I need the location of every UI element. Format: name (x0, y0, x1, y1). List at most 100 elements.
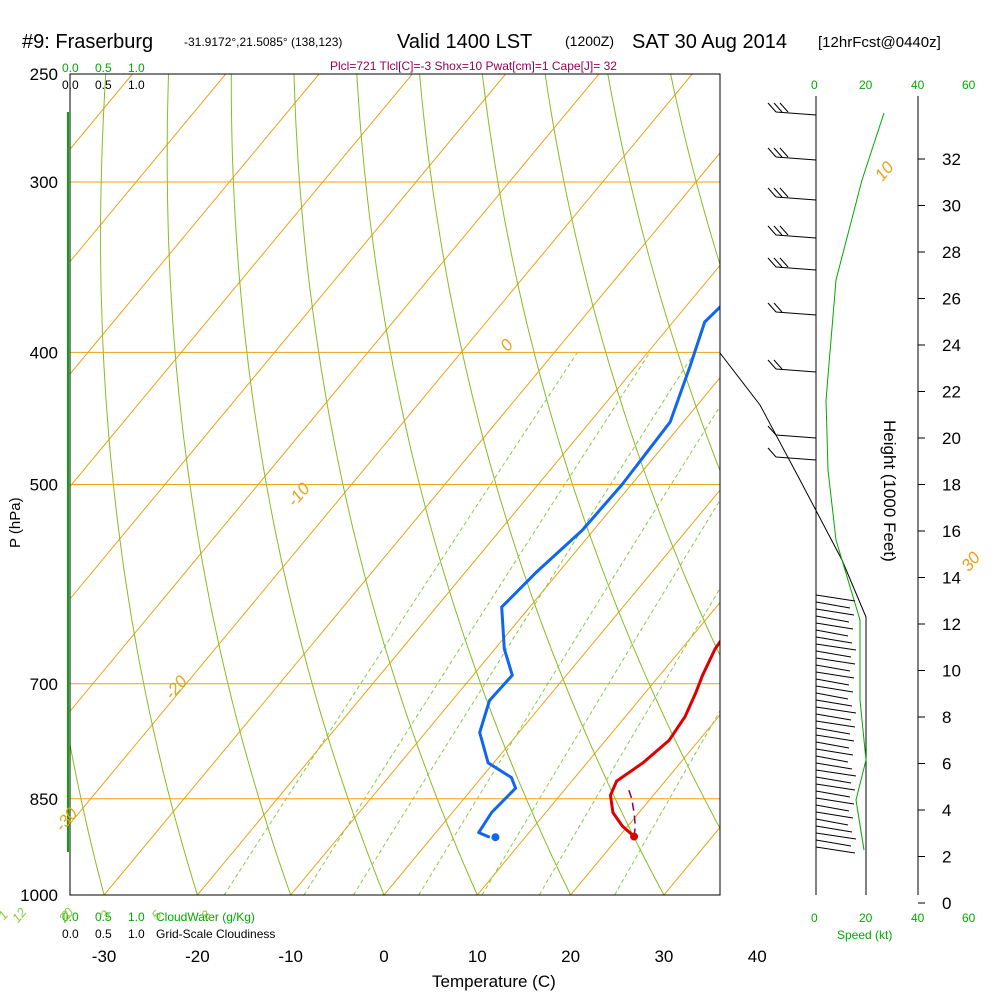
wind-barb-flag (767, 102, 777, 113)
wind-barb-flag (779, 102, 789, 113)
cloudwater-tick: 0.5 (95, 61, 112, 75)
dry-adiabat-line (70, 741, 105, 895)
parcel-path-line (626, 785, 637, 837)
wind-barb (775, 266, 817, 271)
dry-adiabat-line (293, 74, 478, 895)
cloudwater-tick: 0.0 (62, 61, 79, 75)
temperature-tick-label: 10 (468, 947, 487, 966)
cloudwater-tick: 1.0 (128, 61, 145, 75)
wind-barb (775, 111, 817, 116)
cloudwater-scale-top: 0.0 0.5 1.0 0.0 0.5 1.0 (62, 61, 145, 92)
temperature-tick-label: -30 (92, 947, 117, 966)
height-tick-label: 16 (942, 522, 961, 541)
dry-adiabat-line (544, 74, 720, 657)
wind-barb-flag (773, 225, 783, 236)
wind-barb-flag (767, 257, 777, 268)
wind-barb (815, 825, 853, 833)
plot-frame (69, 73, 721, 896)
dry-adiabat-line (419, 74, 665, 895)
temperature-tick-label: -20 (185, 947, 210, 966)
dry-adiabat-line (481, 74, 720, 830)
wind-barb-flag (779, 257, 789, 268)
isotherm-line (383, 489, 720, 895)
height-tick-label: 26 (942, 290, 961, 309)
wind-barb (775, 456, 817, 461)
model-top-outline (719, 352, 867, 895)
temperature-tick-label: 0 (379, 947, 388, 966)
wind-barb (815, 755, 849, 763)
wind-barb (815, 790, 851, 798)
cloudwater-tick: 0.0 (62, 910, 79, 924)
cloudwater-tick: 1.0 (128, 910, 145, 924)
height-tick-label: 6 (942, 755, 951, 774)
cloudiness-tick: 0.5 (95, 927, 112, 941)
speed-tick: 0 (811, 78, 818, 92)
temperature-tick-label: 20 (561, 947, 580, 966)
height-tick-label: 4 (942, 801, 951, 820)
dry-adiabat-line (100, 74, 198, 895)
cloudiness-tick: 0.5 (95, 78, 112, 92)
isotherm-line (851, 74, 1000, 895)
valid-date: SAT 30 Aug 2014 (632, 31, 787, 53)
station-coords: -31.9172°,21.5085° (138,123) (184, 35, 342, 49)
surface-temperature-point (630, 832, 639, 841)
dry-adiabat-line (984, 74, 1000, 895)
wind-barb (775, 156, 817, 161)
speed-scale: 0 20 40 60 0 20 40 60 Speed (kt) (811, 78, 976, 942)
y-axis-label: P (hPa) (7, 497, 24, 548)
wind-barb (815, 699, 853, 707)
pressure-tick-label: 700 (30, 675, 58, 694)
wind-barb (815, 846, 856, 854)
wind-barb (815, 804, 850, 812)
wind-barb-flag (779, 225, 789, 236)
wind-barb (815, 706, 857, 714)
wind-barb (815, 622, 854, 630)
valid-time: Valid 1400 LST (397, 31, 532, 53)
wind-barb (815, 664, 851, 672)
isotherm-label: 30 (957, 548, 984, 575)
wind-barb (815, 776, 852, 784)
wind-barb (815, 594, 856, 602)
wind-barb-flag (767, 187, 777, 198)
wind-barb (775, 234, 817, 239)
mixing-ratio-line (418, 405, 720, 895)
wind-barb (815, 650, 852, 658)
wind-barb-flag (767, 447, 777, 458)
cloudwater-tick: 0.5 (95, 910, 112, 924)
temperature-tick-label: 40 (748, 947, 767, 966)
wind-barb-flag (773, 359, 783, 370)
temperature-tick-label: -10 (278, 947, 303, 966)
wind-barb (815, 601, 851, 609)
pressure-tick-label: 500 (30, 476, 58, 495)
wind-barb (775, 311, 817, 316)
wind-barb (815, 671, 855, 679)
wind-barb (815, 685, 854, 693)
isotherm-line (70, 74, 227, 263)
station-title: #9: Fraserburg (22, 31, 153, 53)
wind-barb-flag (779, 187, 789, 198)
wind-speed-profile (825, 112, 885, 851)
mixing-ratio-label: 1 (0, 908, 11, 923)
cloudwater-label: CloudWater (g/Kg) (156, 910, 255, 924)
isotherm-line (70, 74, 320, 375)
wind-barb (815, 762, 853, 770)
valid-time-utc: (1200Z) (565, 33, 614, 49)
wind-barb-flag (773, 147, 783, 158)
height-tick-label: 10 (942, 662, 961, 681)
temperature-tick-label: 30 (654, 947, 673, 966)
cloudiness-label: Grid-Scale Cloudiness (156, 927, 275, 941)
wind-barb (815, 615, 850, 623)
stability-indices: Plcl=721 Tlcl[C]=-3 Shox=10 Pwat[cm]=1 C… (330, 59, 617, 73)
height-tick-label: 30 (942, 197, 961, 216)
cloudiness-tick: 0.0 (62, 78, 79, 92)
plot-area (70, 74, 1000, 895)
wind-barb (815, 678, 850, 686)
speed-tick: 60 (962, 911, 976, 925)
height-tick-label: 22 (942, 383, 961, 402)
wind-barb (815, 839, 852, 847)
wind-barb (815, 720, 856, 728)
pressure-tick-label: 300 (30, 173, 58, 192)
cloudiness-tick: 1.0 (128, 927, 145, 941)
